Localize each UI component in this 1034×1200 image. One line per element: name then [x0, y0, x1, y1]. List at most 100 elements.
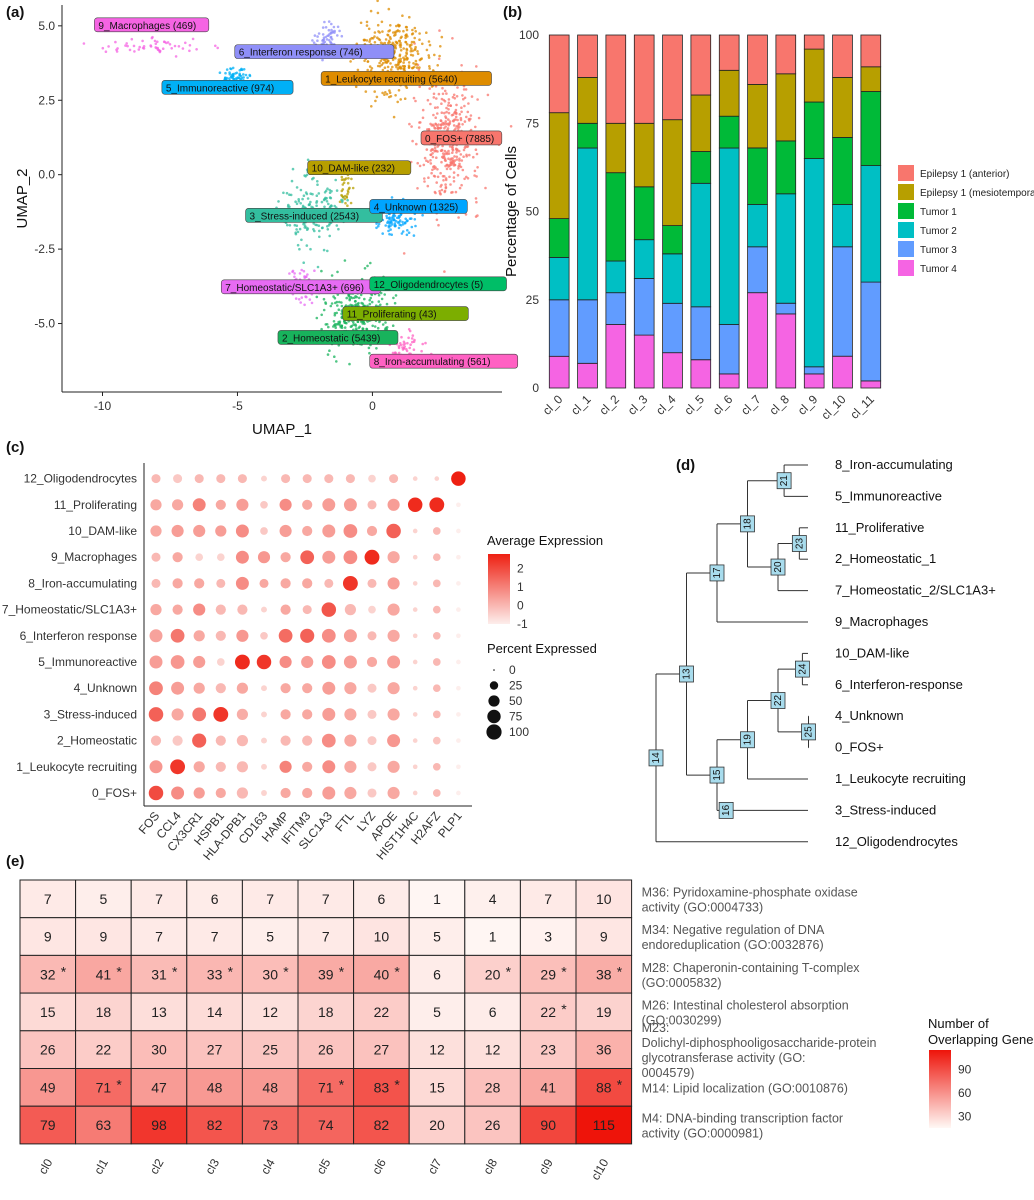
- leaf-label: 11_Proliferative: [835, 520, 924, 535]
- bar-segment: [690, 151, 712, 184]
- umap-point: [408, 217, 412, 220]
- expression-dot: [389, 474, 399, 484]
- umap-point: [357, 301, 360, 305]
- umap-point: [429, 153, 433, 157]
- umap-point: [295, 202, 299, 206]
- expression-dot: [344, 682, 357, 695]
- umap-point: [306, 197, 310, 200]
- heatmap-legend-tick: 90: [958, 1063, 972, 1077]
- umap-point: [156, 46, 159, 50]
- x-tick-label: cl_6: [710, 392, 736, 418]
- umap-point: [432, 96, 436, 99]
- umap-point: [368, 298, 372, 302]
- umap-point: [359, 293, 363, 297]
- expression-dot: [215, 604, 226, 615]
- umap-point: [154, 42, 158, 46]
- umap-point: [231, 66, 235, 70]
- umap-point: [305, 295, 308, 299]
- heatmap-value: 90: [540, 1117, 556, 1133]
- umap-point: [446, 128, 449, 132]
- umap-point: [473, 174, 476, 177]
- expression-dot: [234, 654, 250, 670]
- umap-point: [238, 74, 242, 77]
- expression-dot: [367, 683, 377, 693]
- expression-dot: [280, 578, 291, 589]
- expression-dot: [342, 575, 358, 591]
- umap-point: [412, 234, 416, 237]
- umap-point: [411, 54, 415, 57]
- umap-point: [434, 127, 437, 130]
- x-tick-label: cl_0: [540, 392, 566, 418]
- umap-point: [424, 341, 427, 345]
- umap-point: [411, 32, 415, 35]
- umap-point: [447, 101, 451, 105]
- umap-point: [405, 349, 409, 353]
- umap-point: [373, 31, 377, 34]
- heatmap-value: 12: [485, 1042, 501, 1058]
- umap-point: [418, 66, 421, 69]
- umap-point: [133, 50, 136, 53]
- heatmap-legend-tick: 60: [958, 1086, 972, 1100]
- x-tick-label: cl_1: [568, 392, 594, 418]
- heatmap-value: 9: [44, 929, 52, 945]
- umap-point: [414, 45, 417, 49]
- umap-point: [158, 50, 162, 54]
- y-tick-label: 0: [532, 381, 539, 395]
- leaf-label: 5_Immunoreactive: [835, 488, 942, 503]
- expression-dot: [261, 606, 267, 613]
- umap-point: [138, 45, 141, 49]
- umap-point: [315, 204, 318, 207]
- expression-dot: [150, 499, 162, 511]
- expression-dot: [386, 523, 401, 539]
- umap-point: [422, 163, 426, 167]
- umap-point: [443, 175, 446, 178]
- heatmap-value: 10: [596, 891, 612, 907]
- umap-point: [442, 179, 445, 182]
- leaf-label: 7_Homeostatic_2/SLC1A3+: [835, 583, 996, 598]
- bar-segment: [690, 182, 712, 308]
- heatmap-column-label: cl1: [91, 1156, 111, 1177]
- umap-point: [402, 252, 406, 255]
- umap-point: [327, 20, 331, 23]
- expression-dot: [368, 474, 376, 483]
- umap-point: [446, 104, 450, 107]
- cluster-label: 11_Proliferating (43): [347, 310, 437, 321]
- umap-point: [405, 52, 409, 56]
- bar-segment: [662, 253, 683, 304]
- expression-dot: [215, 683, 226, 694]
- expression-dot: [171, 708, 184, 721]
- umap-point: [465, 153, 468, 157]
- umap-point: [406, 219, 409, 222]
- umap-point: [388, 41, 391, 44]
- umap-point: [445, 106, 448, 110]
- module-term-label: M14: Lipid localization (GO:0010876): [642, 1081, 848, 1095]
- heatmap-value: 28: [485, 1079, 501, 1095]
- umap-point: [413, 48, 417, 52]
- umap-point: [461, 168, 465, 172]
- umap-point: [475, 175, 478, 178]
- umap-point: [396, 67, 400, 71]
- umap-point: [453, 159, 457, 162]
- umap-point: [304, 191, 308, 194]
- umap-point: [439, 171, 442, 175]
- y-tick-label: -2.5: [34, 242, 55, 256]
- expression-dot: [387, 603, 400, 616]
- umap-point: [353, 296, 356, 300]
- heatmap-column-label: cl10: [588, 1156, 611, 1182]
- umap-point: [293, 272, 296, 275]
- umap-point: [343, 178, 347, 181]
- umap-point: [425, 31, 428, 34]
- umap-point: [435, 181, 439, 184]
- umap-point: [323, 40, 327, 44]
- umap-point: [388, 35, 392, 39]
- y-tick-label: -5.0: [34, 317, 55, 331]
- umap-point: [349, 303, 352, 307]
- expression-dot: [215, 787, 226, 799]
- umap-point: [157, 48, 160, 52]
- umap-point: [410, 225, 414, 229]
- umap-point: [436, 126, 440, 129]
- umap-point: [340, 316, 344, 319]
- umap-point: [326, 187, 329, 190]
- expression-dot: [259, 578, 269, 588]
- bar-segment: [718, 324, 740, 375]
